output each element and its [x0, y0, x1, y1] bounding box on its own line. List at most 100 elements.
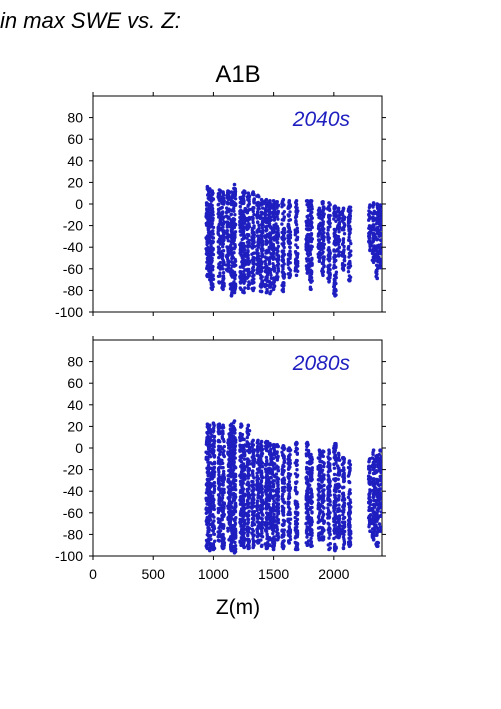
scatter-point: [241, 195, 245, 199]
scatter-point: [247, 484, 251, 488]
scatter-point: [276, 512, 280, 516]
scatter-point: [306, 466, 311, 471]
scatter-point: [251, 496, 255, 500]
scatter-point: [230, 228, 234, 232]
scatter-point: [334, 275, 338, 279]
scatter-point: [233, 456, 237, 460]
scatter-point: [259, 544, 264, 549]
scatter-point: [208, 513, 212, 517]
scatter-point: [348, 219, 352, 224]
scatter-point: [327, 240, 331, 244]
scatter-point: [221, 258, 225, 263]
scatter-point: [276, 233, 281, 237]
scatter-point: [281, 218, 286, 222]
scatter-point: [320, 480, 324, 484]
scatter-point: [218, 448, 222, 453]
scatter-point: [238, 219, 242, 223]
scatter-point: [347, 235, 351, 240]
scatter-point: [304, 522, 308, 526]
scatter-point: [220, 499, 224, 503]
scatter-point: [264, 439, 269, 444]
scatter-point: [334, 265, 338, 269]
scatter-point: [242, 545, 246, 550]
scatter-point: [212, 480, 217, 485]
scatter-point: [243, 502, 247, 507]
scatter-point: [327, 271, 331, 275]
scatter-point: [317, 238, 322, 242]
scatter-point: [261, 507, 265, 511]
scatter-point: [247, 222, 251, 226]
scatter-point: [251, 278, 255, 282]
scatter-point: [308, 520, 312, 524]
scatter-point: [275, 538, 280, 542]
scatter-point: [316, 504, 321, 508]
scatter-point: [280, 270, 284, 274]
y-tick-label: 80: [67, 110, 83, 126]
scatter-point: [221, 210, 225, 214]
scatter-point: [210, 483, 215, 487]
scatter-point: [321, 491, 325, 495]
scatter-point: [280, 236, 284, 240]
scatter-point: [322, 242, 326, 246]
scatter-column: [245, 191, 252, 291]
scatter-point: [251, 209, 255, 214]
scatter-point: [231, 434, 236, 438]
scatter-point: [225, 206, 229, 210]
scatter-column: [304, 440, 311, 547]
scatter-point: [225, 235, 229, 239]
scatter-point: [251, 220, 255, 225]
scatter-point: [245, 449, 250, 453]
scatter-point: [210, 249, 214, 253]
scatter-point: [246, 443, 251, 447]
scatter-point: [245, 426, 249, 431]
scatter-point: [272, 276, 276, 280]
scatter-point: [347, 278, 352, 283]
scatter-point: [281, 511, 285, 515]
scatter-point: [371, 248, 375, 252]
scatter-point: [276, 244, 281, 249]
scatter-point: [242, 457, 247, 461]
scatter-point: [342, 215, 346, 219]
scatter-point: [293, 528, 297, 532]
panel-label: 2040s: [292, 108, 351, 131]
scatter-point: [275, 529, 279, 534]
scatter-point: [327, 280, 331, 284]
scatter-point: [309, 219, 313, 223]
scatter-point: [246, 546, 251, 551]
scatter-point: [229, 244, 233, 249]
scatter-point: [241, 265, 245, 269]
scatter-point: [228, 449, 233, 453]
scatter-point: [233, 540, 237, 545]
scatter-point: [347, 225, 352, 229]
scatter-point: [282, 262, 286, 266]
scatter-point: [378, 206, 382, 210]
scatter-column: [255, 193, 261, 275]
scatter-point: [251, 259, 255, 263]
scatter-point: [241, 277, 245, 282]
scatter-point: [218, 271, 222, 275]
scatter-point: [256, 271, 260, 275]
scatter-point: [245, 487, 249, 492]
scatter-point: [332, 242, 336, 246]
x-tick-label: 0: [89, 566, 97, 582]
scatter-point: [255, 256, 259, 261]
scatter-point: [287, 492, 291, 496]
scatter-point: [242, 472, 246, 476]
scatter-point: [263, 467, 268, 471]
scatter-point: [276, 255, 281, 259]
scenario-title: A1B: [215, 61, 260, 88]
scatter-column: [220, 423, 227, 551]
scatter-point: [210, 287, 214, 292]
y-tick-label: 60: [67, 375, 83, 391]
scatter-point: [374, 237, 379, 242]
scatter-point: [216, 195, 220, 199]
scatter-point: [267, 221, 271, 225]
scatter-point: [210, 193, 214, 197]
scatter-point: [267, 240, 272, 244]
scatter-column: [231, 182, 238, 295]
scatter-point: [245, 525, 250, 529]
scatter-point: [245, 252, 249, 256]
scatter-point: [220, 447, 225, 451]
scatter-point: [233, 544, 238, 548]
scatter-point: [264, 455, 269, 460]
